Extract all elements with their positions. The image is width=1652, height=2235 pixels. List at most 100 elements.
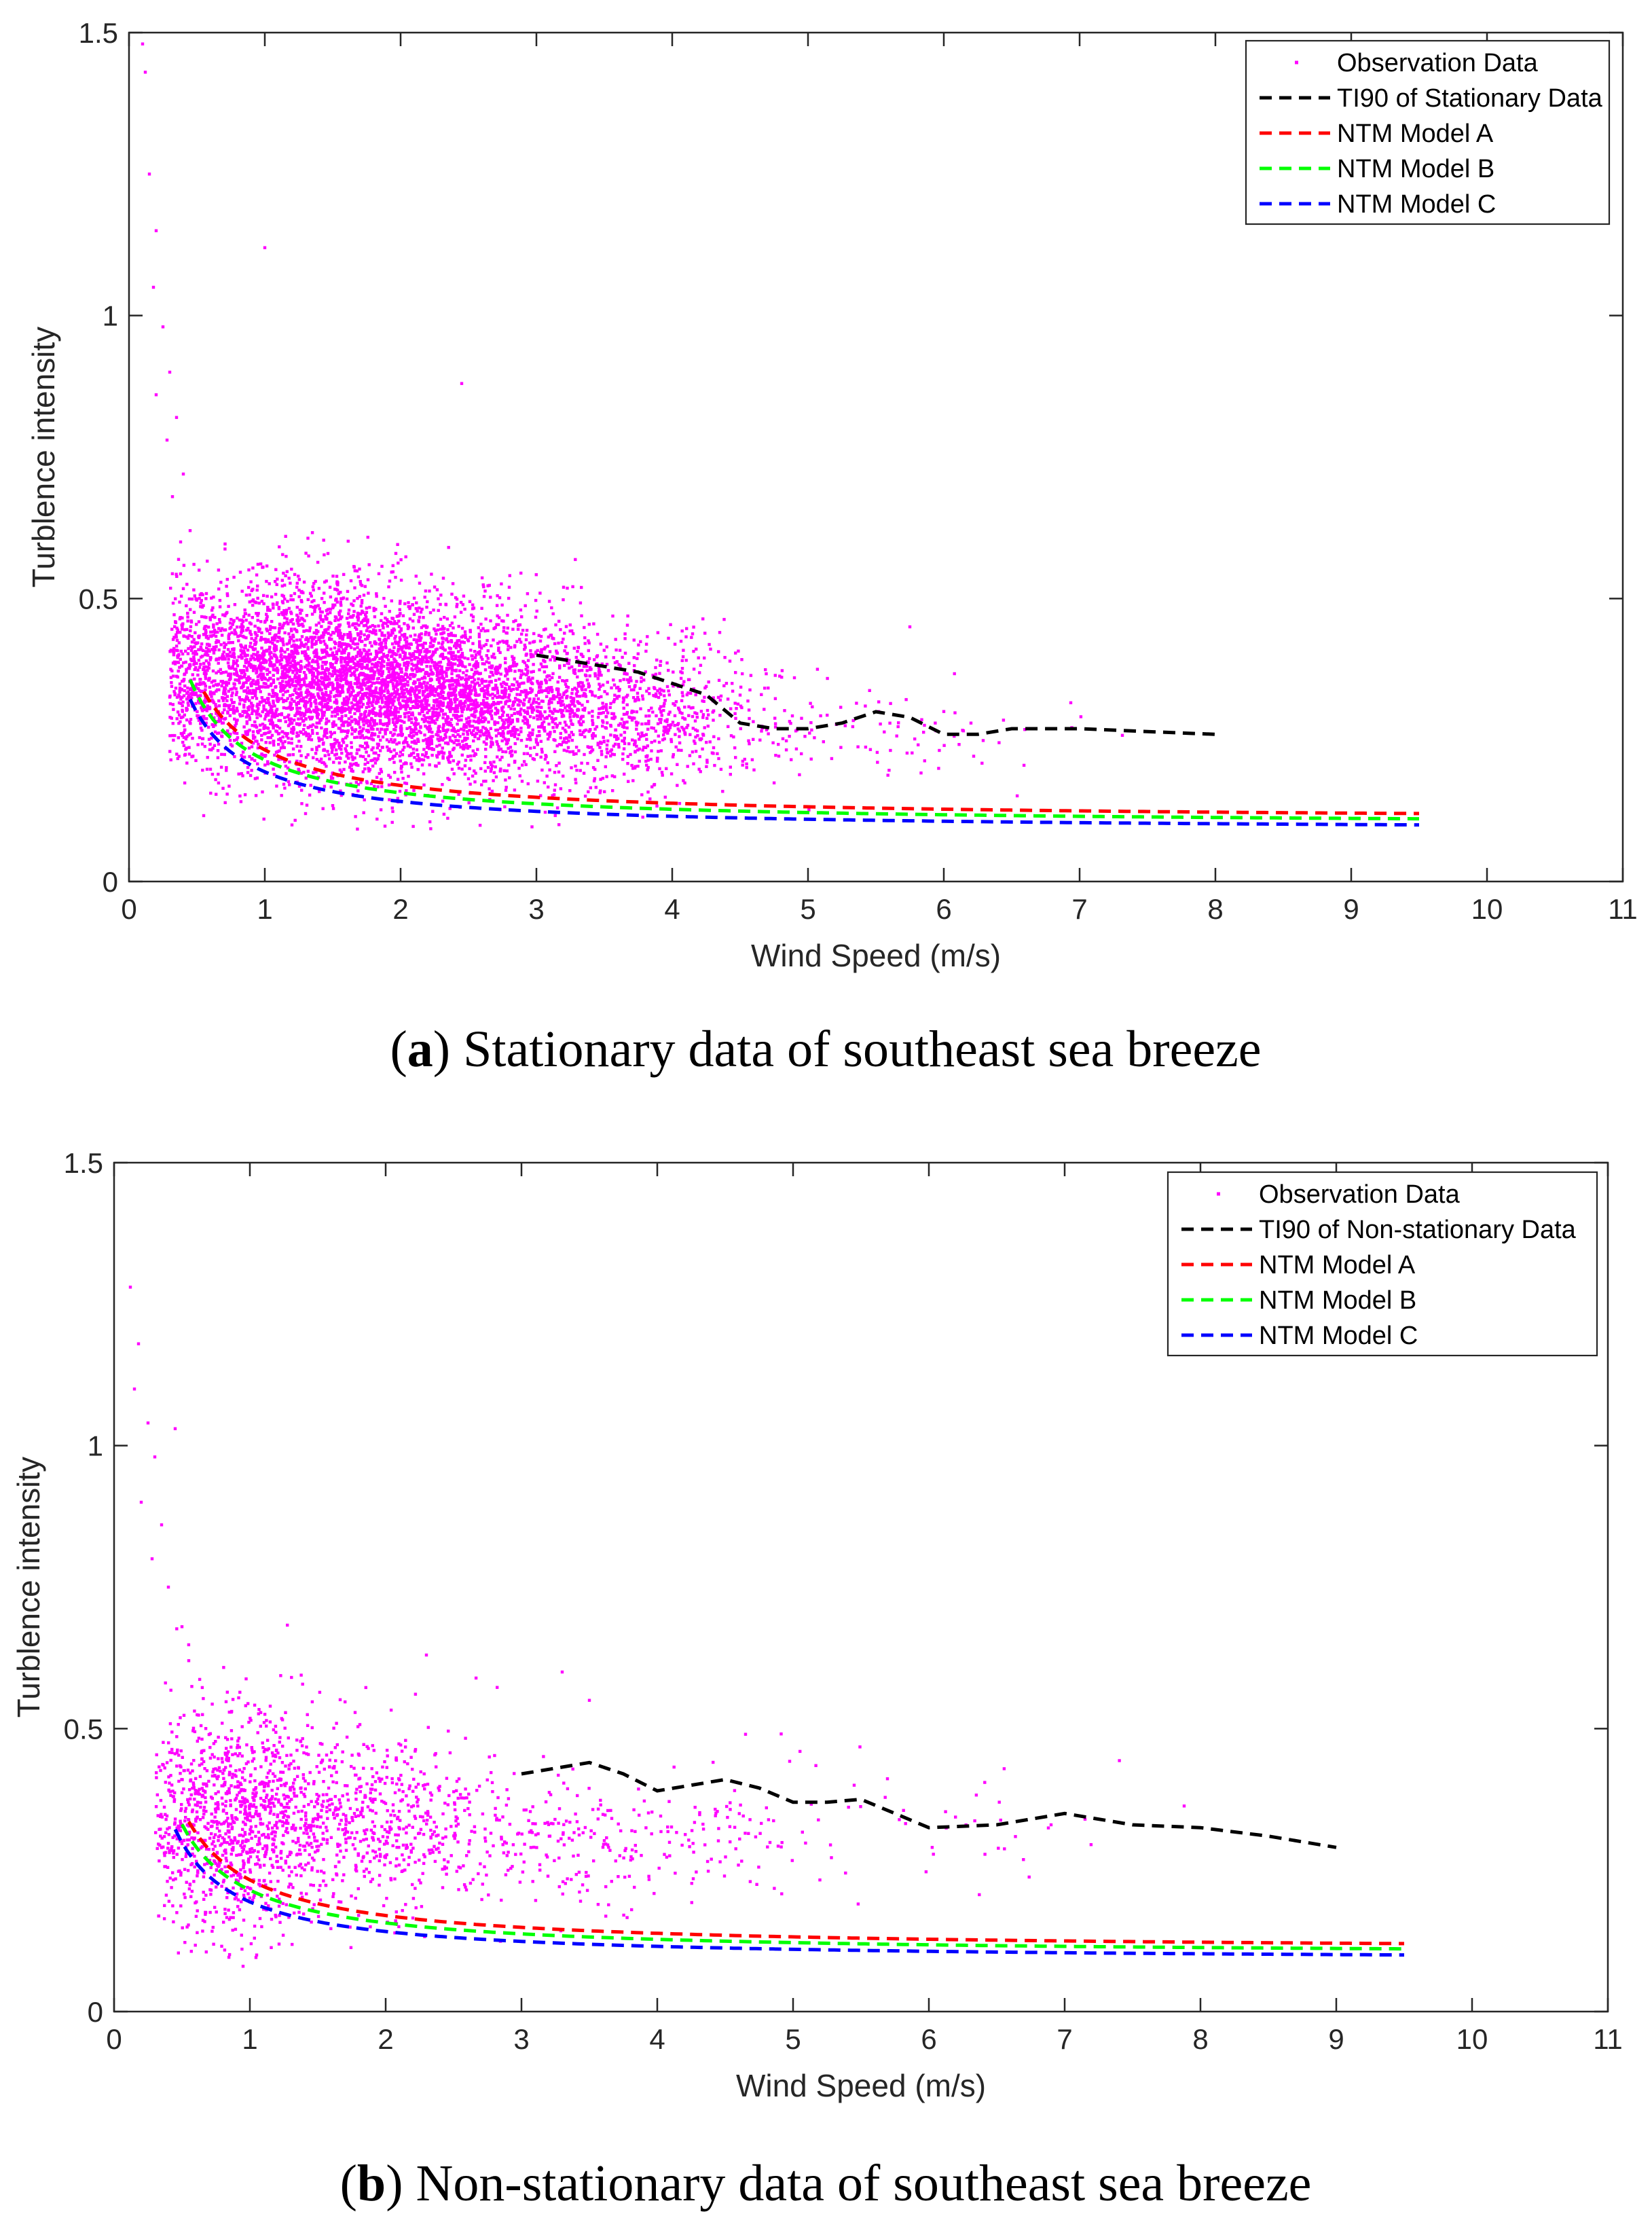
observation-point xyxy=(557,690,560,694)
observation-point xyxy=(540,723,544,727)
observation-point xyxy=(305,614,309,617)
observation-point xyxy=(183,689,186,693)
observation-point xyxy=(325,667,329,670)
observation-point xyxy=(359,717,362,721)
observation-point xyxy=(490,714,494,718)
observation-point xyxy=(615,695,619,698)
observation-point xyxy=(351,666,355,670)
observation-point xyxy=(540,648,543,651)
observation-point xyxy=(289,655,292,659)
observation-point xyxy=(701,733,705,737)
observation-point xyxy=(435,674,439,677)
observation-point xyxy=(238,634,242,638)
observation-point xyxy=(424,633,427,636)
observation-point xyxy=(727,725,730,729)
observation-point xyxy=(251,689,255,692)
observation-point xyxy=(170,572,175,575)
observation-point xyxy=(604,655,608,659)
observation-point xyxy=(331,804,335,807)
observation-point xyxy=(352,697,355,702)
observation-point xyxy=(323,699,327,703)
observation-point xyxy=(378,629,382,632)
observation-point xyxy=(535,714,539,718)
observation-point xyxy=(510,733,513,738)
observation-point xyxy=(339,789,342,793)
observation-point xyxy=(227,706,231,710)
observation-point xyxy=(433,651,437,654)
observation-point xyxy=(285,617,289,621)
observation-point xyxy=(327,708,331,711)
observation-point xyxy=(287,780,291,784)
observation-point xyxy=(508,699,512,702)
observation-point xyxy=(570,766,573,769)
observation-point xyxy=(348,706,351,710)
observation-point xyxy=(335,709,338,712)
observation-point xyxy=(418,695,421,699)
observation-point xyxy=(587,641,591,644)
observation-point xyxy=(659,705,663,708)
observation-point xyxy=(320,716,324,720)
observation-point xyxy=(342,573,346,577)
observation-point xyxy=(571,750,575,753)
observation-point xyxy=(288,783,291,786)
observation-point xyxy=(309,668,312,672)
observation-point xyxy=(657,695,661,699)
observation-point xyxy=(408,617,412,621)
observation-point xyxy=(329,706,333,709)
observation-point xyxy=(439,628,443,631)
observation-point xyxy=(491,743,494,746)
observation-point xyxy=(377,676,381,680)
observation-point xyxy=(506,626,509,630)
observation-point xyxy=(682,779,685,782)
observation-point xyxy=(378,719,382,723)
observation-point xyxy=(268,703,272,706)
observation-point xyxy=(256,584,259,588)
observation-point xyxy=(435,733,438,736)
observation-point xyxy=(375,722,379,726)
observation-point xyxy=(239,714,242,718)
observation-point xyxy=(752,738,755,741)
observation-point xyxy=(395,742,399,746)
observation-point xyxy=(196,641,200,644)
observation-point xyxy=(424,642,427,645)
observation-point xyxy=(283,583,287,587)
observation-point xyxy=(278,727,282,730)
observation-point xyxy=(361,692,365,696)
observation-point xyxy=(372,670,376,674)
observation-point xyxy=(365,687,369,691)
observation-point xyxy=(440,750,443,753)
observation-point xyxy=(638,738,641,741)
observation-point xyxy=(532,632,536,636)
observation-point xyxy=(403,746,406,749)
observation-point xyxy=(239,649,242,652)
observation-point xyxy=(346,690,350,694)
observation-point xyxy=(272,695,276,698)
observation-point xyxy=(264,712,268,716)
observation-point xyxy=(245,720,249,723)
observation-point xyxy=(236,625,239,629)
observation-point xyxy=(773,697,777,700)
observation-point xyxy=(325,735,329,740)
observation-point xyxy=(627,715,631,719)
observation-point xyxy=(473,726,477,730)
observation-point xyxy=(436,628,439,632)
observation-point xyxy=(494,729,498,732)
observation-point xyxy=(494,712,498,716)
observation-point xyxy=(655,759,659,763)
observation-point xyxy=(483,589,487,593)
observation-point xyxy=(362,811,365,814)
observation-point xyxy=(436,715,440,719)
observation-point xyxy=(420,676,424,680)
observation-point xyxy=(386,706,389,710)
observation-point xyxy=(548,650,552,653)
observation-point xyxy=(255,697,259,700)
observation-point xyxy=(227,604,230,608)
observation-point xyxy=(420,607,424,611)
observation-point xyxy=(360,601,364,604)
observation-point xyxy=(462,702,466,705)
observation-point xyxy=(663,795,667,799)
observation-point xyxy=(289,598,293,602)
observation-point xyxy=(456,706,460,710)
observation-point xyxy=(227,637,231,640)
